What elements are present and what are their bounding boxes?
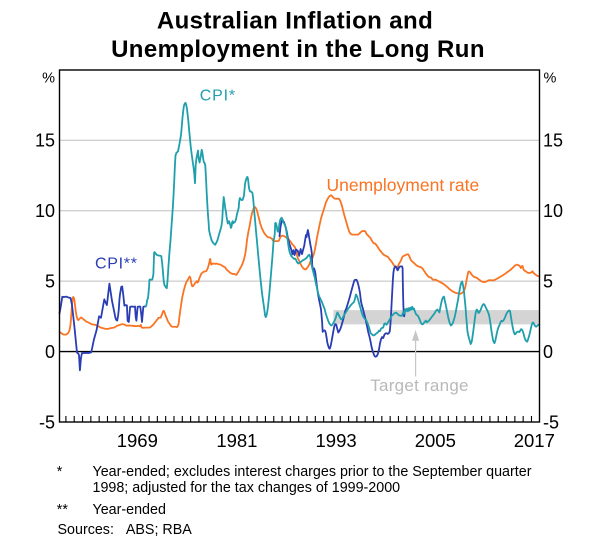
svg-text:1993: 1993 (316, 430, 357, 451)
svg-text:CPI*: CPI* (200, 87, 236, 104)
svg-text:Australian Inflation and: Australian Inflation and (157, 8, 433, 35)
svg-text:%: % (42, 70, 55, 86)
svg-text:10: 10 (543, 201, 563, 221)
svg-text:Unemployment rate: Unemployment rate (327, 175, 480, 195)
svg-text:5: 5 (45, 272, 55, 292)
svg-text:Year-ended; excludes interest: Year-ended; excludes interest charges pr… (93, 464, 532, 480)
svg-text:*: * (57, 464, 63, 480)
svg-text:15: 15 (543, 131, 563, 151)
svg-text:-5: -5 (39, 412, 55, 432)
svg-text:1998; adjusted for the tax cha: 1998; adjusted for the tax changes of 19… (93, 480, 401, 496)
svg-text:15: 15 (35, 131, 55, 151)
svg-text:Sources: ABS; RBA: Sources: ABS; RBA (58, 522, 193, 538)
svg-text:%: % (544, 70, 557, 86)
svg-text:1969: 1969 (117, 430, 158, 451)
svg-text:Target range: Target range (370, 376, 468, 395)
svg-text:0: 0 (45, 342, 55, 362)
svg-text:Unemployment in the Long Run: Unemployment in the Long Run (111, 36, 485, 63)
svg-text:1981: 1981 (216, 430, 257, 451)
svg-text:2017: 2017 (514, 430, 555, 451)
svg-text:-5: -5 (543, 412, 559, 432)
svg-text:Year-ended: Year-ended (93, 502, 166, 518)
svg-text:CPI**: CPI** (95, 255, 138, 272)
svg-text:2005: 2005 (415, 430, 456, 451)
svg-text:**: ** (57, 502, 69, 518)
svg-text:5: 5 (543, 272, 553, 292)
svg-text:10: 10 (35, 201, 55, 221)
svg-text:0: 0 (543, 342, 553, 362)
